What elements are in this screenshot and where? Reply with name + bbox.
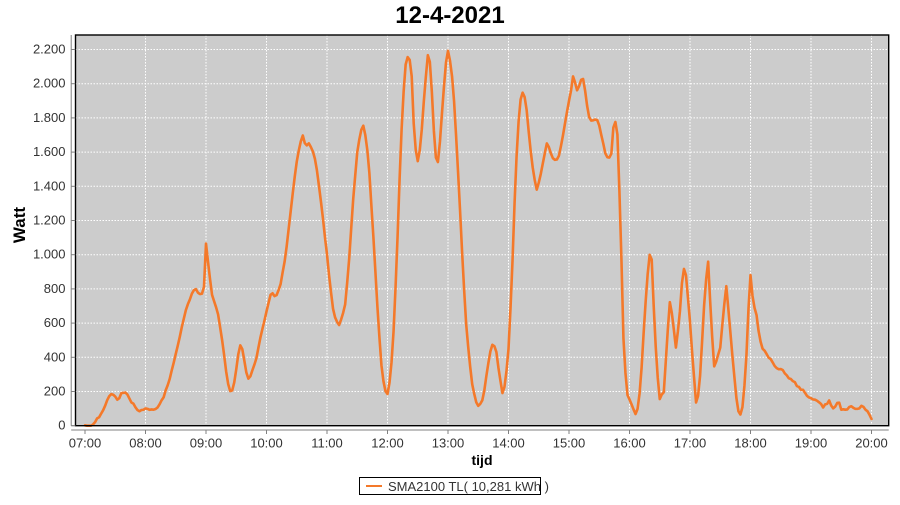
svg-text:1.800: 1.800 [33, 110, 66, 125]
svg-text:800: 800 [44, 281, 66, 296]
svg-text:2.000: 2.000 [33, 76, 66, 91]
svg-text:1.200: 1.200 [33, 213, 66, 228]
svg-text:07:00: 07:00 [69, 436, 102, 451]
svg-text:1.400: 1.400 [33, 178, 66, 193]
svg-text:08:00: 08:00 [129, 436, 162, 451]
svg-text:11:00: 11:00 [311, 436, 343, 451]
svg-text:0: 0 [58, 418, 65, 433]
svg-text:18:00: 18:00 [734, 436, 767, 451]
svg-text:20:00: 20:00 [855, 436, 888, 451]
svg-text:200: 200 [44, 384, 66, 399]
svg-text:17:00: 17:00 [674, 436, 707, 451]
svg-text:1.000: 1.000 [33, 247, 66, 262]
svg-text:13:00: 13:00 [432, 436, 465, 451]
svg-text:16:00: 16:00 [613, 436, 646, 451]
svg-text:12:00: 12:00 [371, 436, 404, 451]
svg-text:600: 600 [44, 315, 66, 330]
svg-text:2.200: 2.200 [33, 42, 66, 57]
svg-text:10:00: 10:00 [250, 436, 283, 451]
svg-text:09:00: 09:00 [190, 436, 223, 451]
svg-text:19:00: 19:00 [795, 436, 828, 451]
svg-text:400: 400 [44, 349, 66, 364]
svg-text:15:00: 15:00 [553, 436, 586, 451]
svg-text:14:00: 14:00 [492, 436, 525, 451]
svg-text:1.600: 1.600 [33, 144, 66, 159]
